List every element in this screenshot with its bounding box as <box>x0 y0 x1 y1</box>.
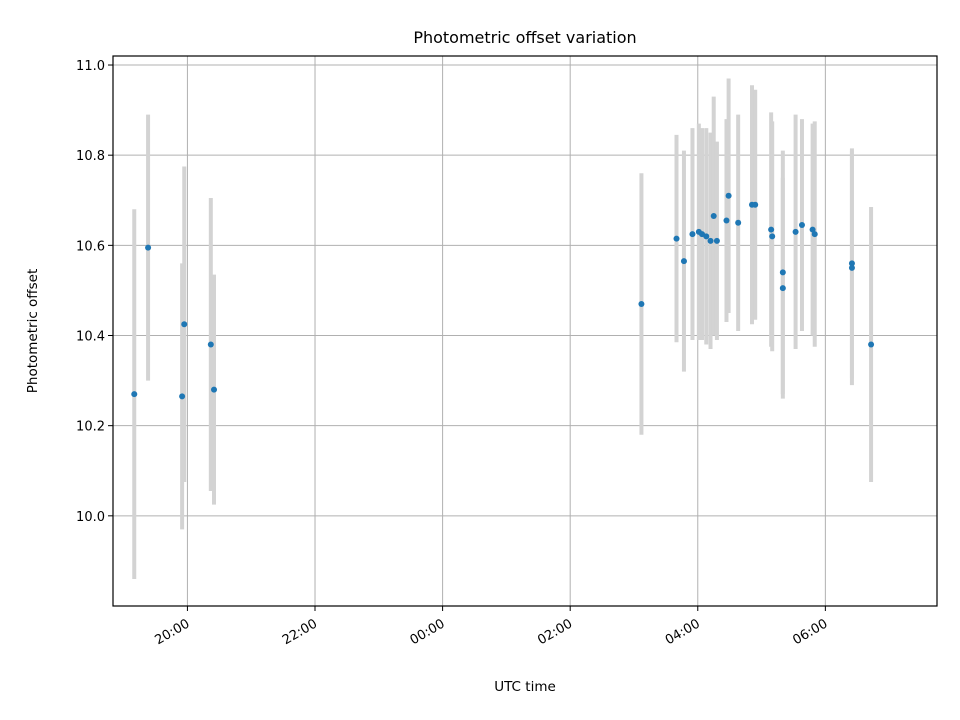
data-point <box>713 237 720 244</box>
data-point <box>207 341 214 348</box>
data-point <box>725 192 732 199</box>
x-axis-label: UTC time <box>494 679 556 695</box>
y-tick-label: 10.8 <box>76 149 105 164</box>
y-tick-label: 10.2 <box>76 420 105 435</box>
data-point <box>703 233 710 240</box>
data-point <box>798 222 805 229</box>
data-point <box>809 226 816 233</box>
data-point <box>131 391 138 398</box>
data-point <box>723 217 730 224</box>
y-tick-label: 11.0 <box>76 59 105 74</box>
data-point <box>779 269 786 276</box>
data-point <box>211 386 218 393</box>
data-point <box>768 226 775 233</box>
data-points <box>131 192 875 400</box>
data-point <box>811 231 818 238</box>
data-point <box>181 321 188 328</box>
data-point <box>710 213 717 220</box>
data-point <box>707 237 714 244</box>
y-axis-ticks: 10.0 10.2 10.4 10.6 10.8 11.0 <box>76 59 113 525</box>
plot-frame <box>112 55 938 607</box>
data-point <box>769 233 776 240</box>
chart-title: Photometric offset variation <box>413 28 636 47</box>
data-point <box>792 228 799 235</box>
data-point <box>868 341 875 348</box>
data-point <box>779 285 786 292</box>
data-point <box>848 260 855 267</box>
data-point <box>145 244 152 251</box>
y-tick-label: 10.0 <box>76 510 105 525</box>
data-point <box>689 231 696 238</box>
data-point <box>673 235 680 242</box>
data-point <box>638 300 645 307</box>
y-tick-label: 10.6 <box>76 239 105 254</box>
y-axis-label: Photometric offset <box>25 269 41 393</box>
data-point <box>680 258 687 265</box>
y-tick-label: 10.4 <box>76 330 105 345</box>
data-point <box>848 264 855 271</box>
data-point <box>752 201 759 208</box>
data-point <box>735 219 742 226</box>
data-point <box>179 393 186 400</box>
